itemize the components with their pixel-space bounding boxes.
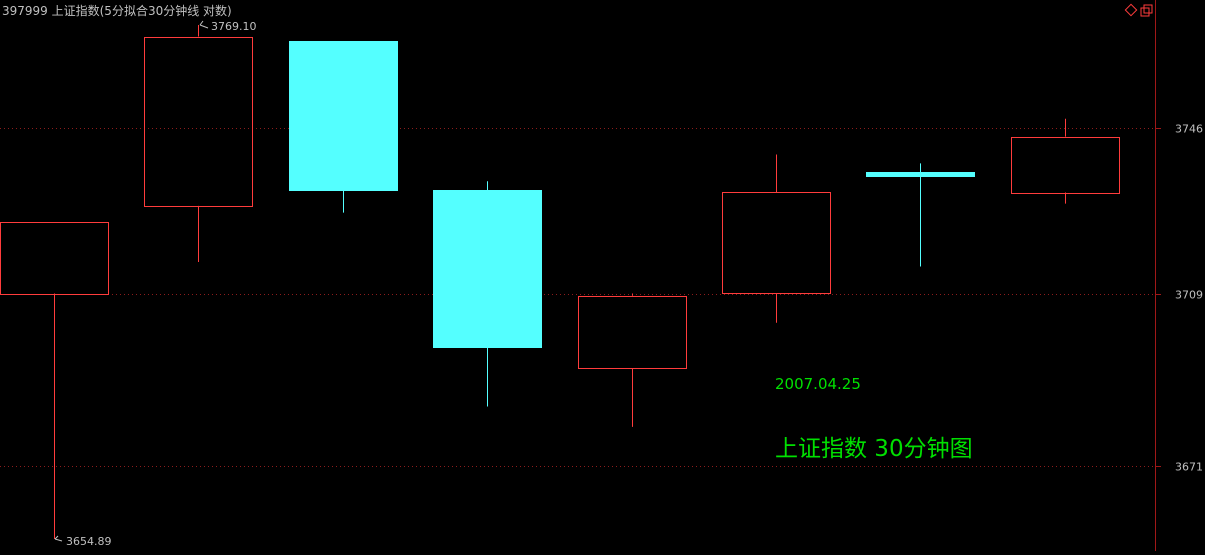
candle (433, 181, 542, 407)
price-axis: 3746 3709 3671 (1155, 0, 1203, 551)
low-label: 3654.89 (66, 535, 112, 548)
low-marker: 3654.89 (54, 535, 112, 548)
candle-body-up (1011, 137, 1120, 194)
candle (578, 293, 687, 427)
high-marker: 3769.10 (199, 20, 257, 33)
diamond-icon[interactable] (1124, 3, 1138, 17)
high-label: 3769.10 (211, 20, 257, 33)
candle-body-up (144, 37, 253, 207)
candle-body-up (578, 296, 687, 369)
candle (722, 154, 831, 323)
candle (866, 163, 975, 267)
candle (144, 25, 253, 263)
candle-body-up (722, 192, 831, 294)
chart-title: 397999 上证指数(5分拟合30分钟线 对数) (2, 3, 232, 18)
grid-layer (0, 128, 1155, 467)
candle-body-up (0, 222, 109, 295)
y-tick-label: 3746 (1175, 123, 1203, 136)
y-tick-label: 3709 (1175, 289, 1203, 302)
window-icon[interactable] (1140, 4, 1153, 17)
y-tick-label: 3671 (1175, 461, 1203, 474)
candle-layer (0, 25, 1120, 539)
candle-body-down (433, 190, 542, 348)
date-annotation: 2007.04.25 (775, 375, 861, 393)
candle-body-down (866, 172, 975, 177)
candle (1011, 118, 1120, 204)
candle-body-down (289, 41, 398, 191)
candle (289, 41, 398, 213)
caption-annotation: 上证指数 30分钟图 (775, 436, 973, 462)
candle (0, 222, 109, 539)
